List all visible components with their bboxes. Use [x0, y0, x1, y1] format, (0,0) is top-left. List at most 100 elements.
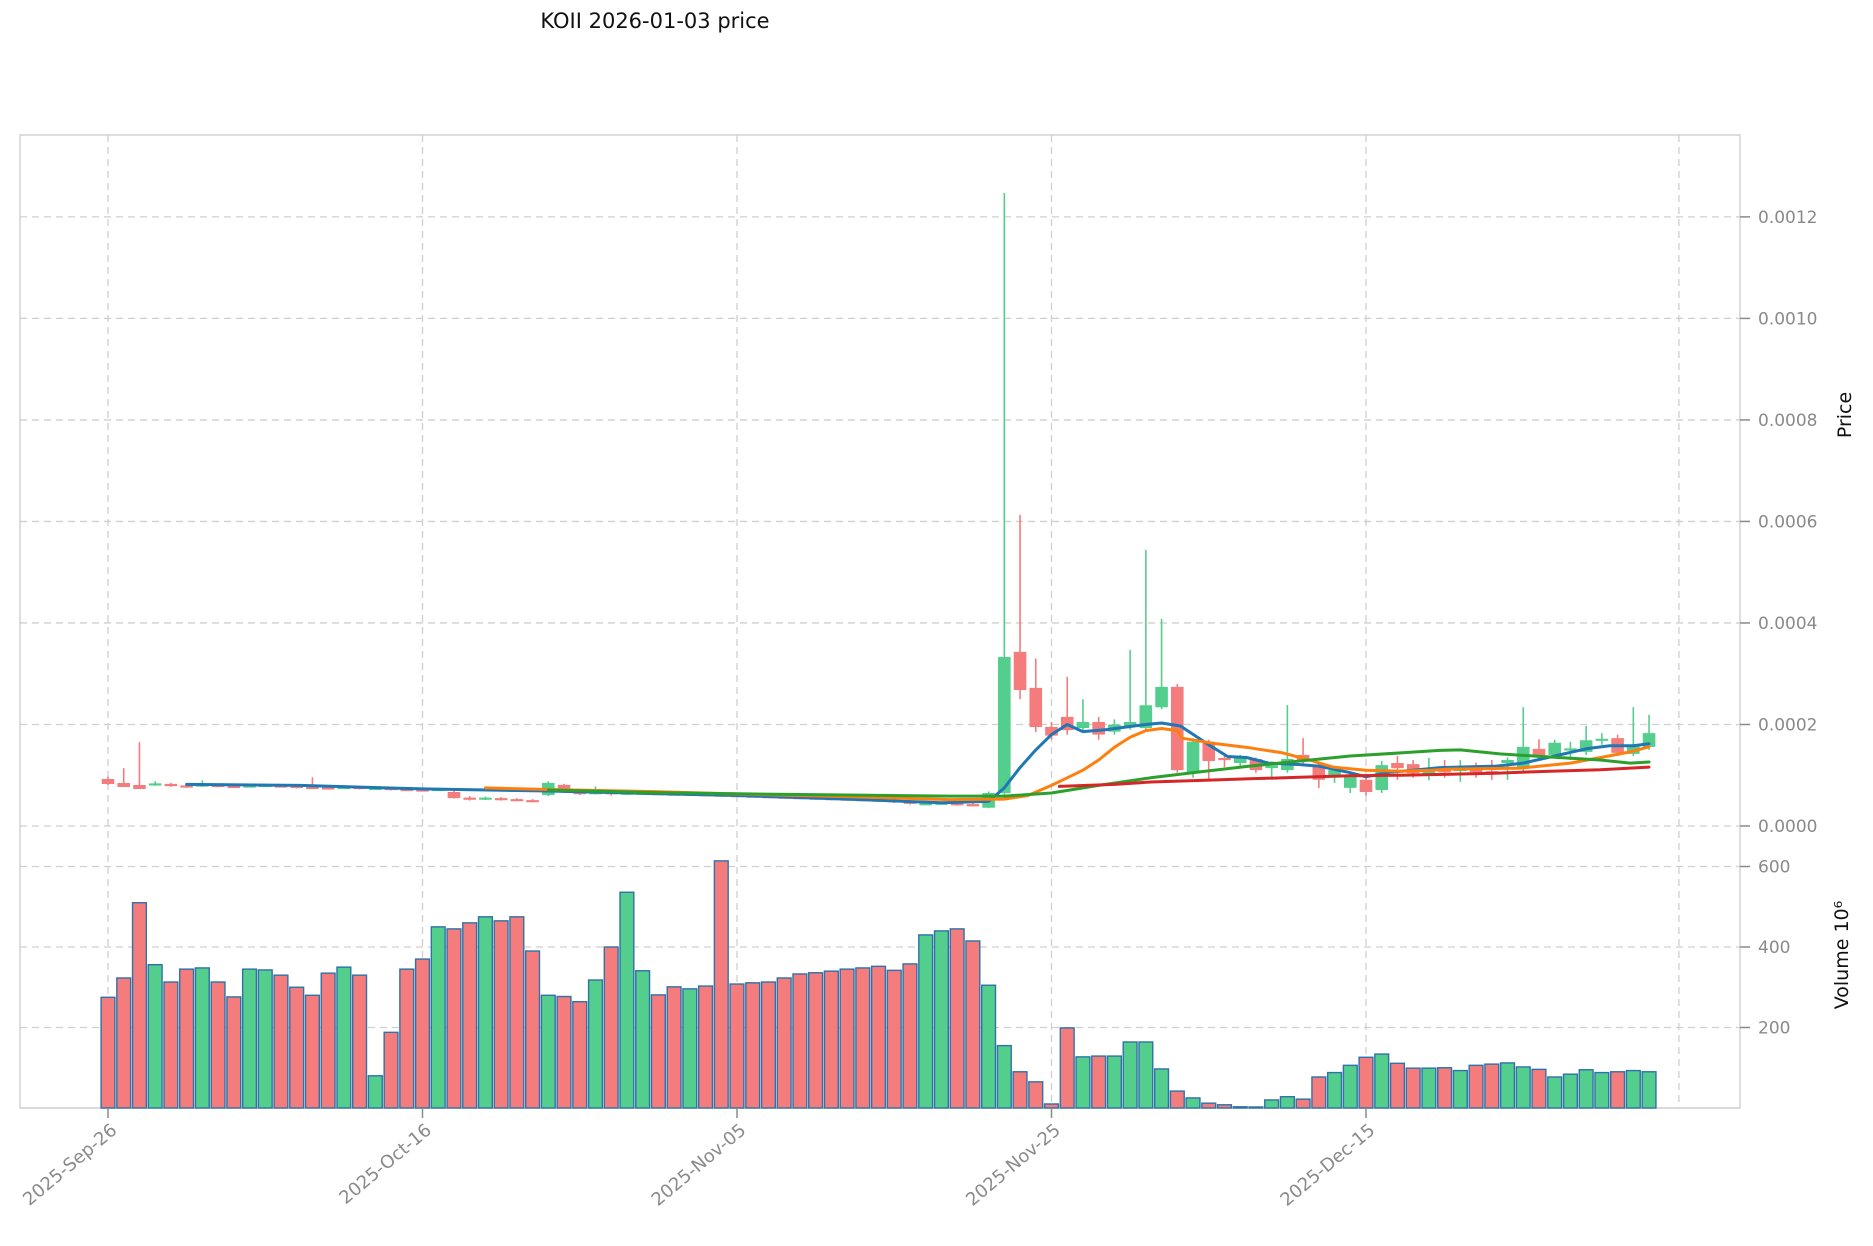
volume-bar [1075, 1056, 1091, 1109]
candle-body [180, 785, 193, 788]
candle [101, 776, 115, 785]
price-tick-label: 0.0004 [1758, 614, 1817, 634]
volume-bar [996, 1044, 1012, 1109]
candle-body [1076, 721, 1090, 729]
volume-bar [241, 968, 258, 1109]
volume-bar [462, 922, 478, 1109]
volume-bar [320, 972, 336, 1109]
volume-bar [336, 966, 352, 1109]
volume-bar [289, 986, 305, 1109]
volume-bar [1484, 1063, 1500, 1109]
volume-bar [1641, 1071, 1657, 1109]
volume-bar [1264, 1099, 1280, 1109]
candle [1359, 777, 1373, 796]
candle [479, 796, 492, 801]
candle-body [510, 799, 524, 802]
volume-bar [1342, 1064, 1358, 1109]
volume-bar [1185, 1097, 1201, 1109]
volume-bar [839, 968, 855, 1109]
volume-bar [1311, 1076, 1327, 1109]
candle-body [479, 797, 492, 800]
volume-bar [194, 967, 210, 1109]
moving-average-line-ma_blue [185, 721, 1651, 805]
volume-bar [1547, 1076, 1563, 1109]
volume-bar [745, 982, 761, 1109]
volume-bar [273, 974, 289, 1109]
price-tick-label: 0.0002 [1758, 715, 1817, 735]
candle [1454, 760, 1467, 782]
volume-bar [210, 981, 226, 1109]
candle [148, 781, 162, 786]
price-tick-label: 0.0010 [1758, 309, 1817, 329]
volume-bar [666, 986, 682, 1109]
volume-bar [1437, 1067, 1453, 1109]
volume-bar [1499, 1062, 1516, 1109]
candle [133, 742, 146, 789]
price-tick-label: 0.0012 [1758, 208, 1817, 228]
volume-bar [131, 902, 148, 1109]
volume-bar [430, 926, 446, 1109]
volume-bar [1106, 1055, 1123, 1109]
candle [526, 799, 539, 803]
candles-layer [101, 193, 1656, 809]
volume-bar [399, 968, 415, 1109]
candle [447, 789, 461, 799]
volume-bar [1295, 1098, 1311, 1109]
volume-bar [179, 968, 195, 1109]
candle-body [1155, 686, 1168, 708]
volume-bar [776, 977, 792, 1109]
volume-bar [1326, 1071, 1343, 1109]
candle [966, 803, 980, 807]
candle [1123, 649, 1137, 730]
candle [1375, 761, 1389, 794]
volume-bar [682, 988, 698, 1109]
volume-bar [367, 1075, 383, 1109]
candle-body [447, 791, 461, 799]
volume-bar [1389, 1062, 1406, 1109]
volume-bar [949, 928, 965, 1109]
price-tick-label: 0.0008 [1758, 411, 1817, 431]
volume-bar [100, 996, 116, 1109]
volume-bar [886, 969, 902, 1109]
candle [1013, 514, 1027, 700]
volume-bar [902, 963, 918, 1109]
candle-body [101, 778, 115, 785]
price-tick-label: 0.0000 [1758, 817, 1817, 837]
candle-body [1564, 748, 1577, 751]
volume-bar [1091, 1055, 1107, 1109]
volume-bar [1531, 1068, 1547, 1109]
volume-bar [808, 972, 824, 1109]
volume-bar [635, 970, 651, 1109]
volume-bar [1169, 1090, 1185, 1109]
volume-bar [414, 958, 431, 1109]
candle [494, 797, 508, 801]
moving-average-line-ma_orange [483, 727, 1651, 802]
candle-body [1359, 779, 1373, 792]
candle [1171, 683, 1184, 773]
volume-tick-label: 200 [1758, 1019, 1790, 1039]
volume-bar [1232, 1106, 1248, 1109]
date-tick-label: 2025-Nov-05 [648, 1120, 751, 1211]
volume-bar [1578, 1069, 1594, 1109]
moving-averages-layer [185, 721, 1651, 805]
volume-bar [1201, 1102, 1217, 1109]
candle-body [1548, 742, 1561, 755]
candle [1595, 733, 1609, 745]
volume-bar [918, 934, 934, 1109]
candle-body [1171, 686, 1184, 771]
candle-body [306, 786, 319, 790]
candle [998, 193, 1011, 795]
volume-bar [933, 930, 950, 1109]
volume-bar [713, 860, 729, 1109]
volume-bar [163, 981, 179, 1109]
candle-body [463, 797, 476, 800]
volume-tick-label: 400 [1758, 938, 1790, 958]
volume-bar [572, 1001, 588, 1109]
candle [510, 798, 524, 802]
candle [117, 768, 131, 788]
volume-bar [1421, 1067, 1437, 1109]
volume-bar [1468, 1064, 1484, 1109]
volume-bar [1122, 1041, 1138, 1109]
gridlines-layer [20, 135, 1740, 1108]
volume-tick-label: 600 [1758, 858, 1790, 878]
